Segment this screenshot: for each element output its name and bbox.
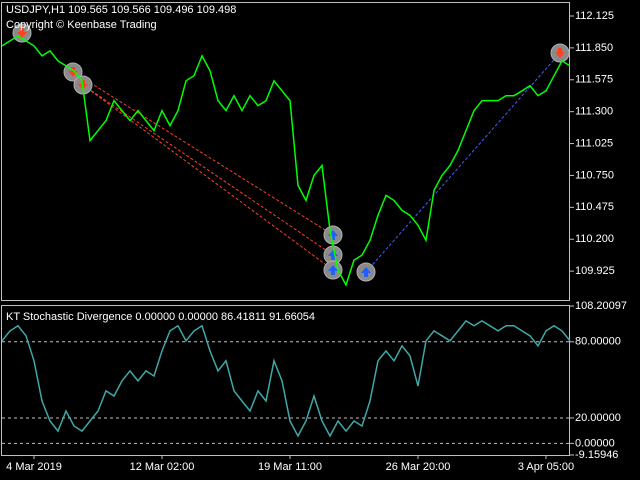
x-tick-label: 19 Mar 11:00 — [258, 461, 322, 473]
x-tick-label: 26 Mar 20:00 — [386, 461, 451, 473]
y-tick-label: 0.00000 — [575, 437, 615, 449]
signal-arrow-stem — [81, 80, 85, 84]
main-panel-frame — [1, 2, 570, 301]
y-tick-label: 111.300 — [575, 106, 613, 118]
x-tick-label: 12 Mar 02:00 — [130, 461, 195, 473]
y-tick-label: 111.025 — [575, 137, 613, 149]
signal-arrow-stem — [331, 236, 335, 240]
main-title: USDJPY,H1 109.565 109.566 109.496 109.49… — [6, 4, 236, 16]
y-tick-label: 111.850 — [575, 42, 613, 54]
x-tick-label: 4 Mar 2019 — [6, 461, 62, 473]
x-tick-label: 3 Apr 05:00 — [518, 461, 574, 473]
signal-arrow — [328, 265, 338, 271]
signal-arrow-stem — [331, 256, 335, 260]
copyright: Copyright © Keenbase Trading — [6, 19, 157, 31]
y-tick-label: 110.200 — [575, 233, 614, 245]
divergence-line — [365, 52, 561, 273]
y-tick-label: -9.15946 — [575, 449, 618, 461]
indicator-panel-frame — [1, 305, 570, 456]
signal-arrow — [361, 267, 371, 273]
signal-arrow-stem — [331, 271, 335, 275]
indicator-title: KT Stochastic Divergence 0.00000 0.00000… — [6, 311, 315, 323]
y-tick-label: 109.925 — [575, 265, 615, 277]
signal-arrow — [555, 52, 565, 58]
y-tick-label: 108.20097 — [575, 300, 627, 312]
divergence-line — [82, 84, 334, 271]
series-line — [1, 319, 571, 438]
y-tick-label: 80.00000 — [575, 336, 621, 348]
y-tick-label: 112.125 — [575, 10, 614, 22]
signal-arrow-stem — [558, 48, 562, 52]
y-tick-label: 110.750 — [575, 169, 614, 181]
series-line — [1, 35, 571, 287]
signal-arrow — [17, 32, 27, 38]
y-tick-label: 110.475 — [575, 201, 614, 213]
signal-arrow-stem — [71, 67, 75, 71]
signal-arrow-stem — [20, 28, 24, 32]
divergence-line — [72, 71, 334, 236]
signal-arrow-stem — [364, 273, 368, 277]
y-tick-label: 20.00000 — [575, 412, 621, 424]
y-tick-label: 111.575 — [575, 74, 613, 86]
